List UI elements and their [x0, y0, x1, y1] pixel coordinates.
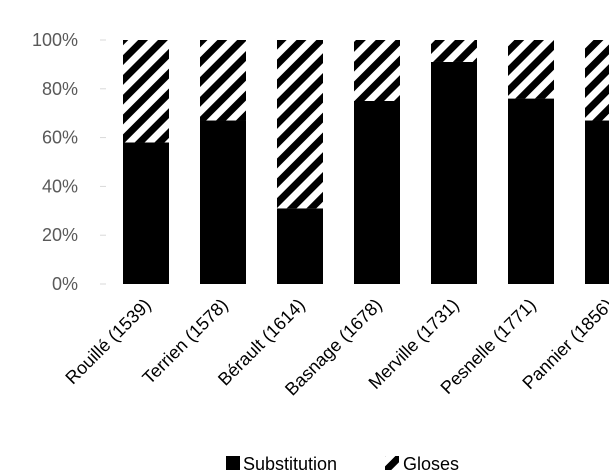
bar-segment-substitution [508, 98, 554, 284]
bars [123, 40, 609, 285]
y-tick-label: 20% [42, 225, 78, 245]
y-tick-label: 60% [42, 128, 78, 148]
x-axis-labels: Rouillé (1539)Terrien (1578)Bérault (161… [61, 295, 609, 400]
bar-segment-substitution [277, 208, 323, 284]
bar-segment-gloses [431, 40, 477, 62]
y-tick-label: 100% [32, 30, 78, 50]
bar-segment-gloses [200, 40, 246, 121]
bar-segment-substitution [585, 120, 609, 285]
y-tick-label: 0% [52, 274, 78, 294]
bar-segment-gloses [277, 40, 323, 209]
legend: Substitution Gloses [226, 454, 459, 474]
bar-segment-substitution [431, 61, 477, 285]
legend-label-gloses: Gloses [403, 454, 459, 474]
legend-swatch-gloses [385, 456, 399, 470]
legend-label-substitution: Substitution [243, 454, 337, 474]
bar-segment-substitution [200, 120, 246, 285]
bar-segment-gloses [354, 40, 400, 101]
y-tick-label: 80% [42, 79, 78, 99]
legend-swatch-substitution [226, 456, 240, 470]
y-tick-label: 40% [42, 176, 78, 196]
bar-segment-substitution [354, 101, 400, 284]
y-axis: 0% 20% 40% 60% 80% 100% [32, 30, 106, 294]
bar-segment-gloses [585, 40, 609, 121]
bar-segment-substitution [123, 142, 169, 284]
bar-segment-gloses [508, 40, 554, 99]
bar-segment-gloses [123, 40, 169, 143]
